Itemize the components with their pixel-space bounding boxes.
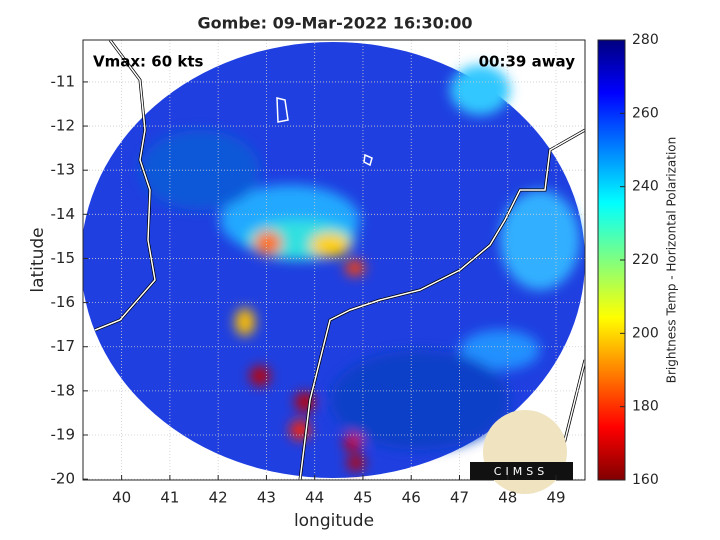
axes-box: [82, 39, 586, 481]
colorbar-tick-label: 260: [632, 105, 659, 121]
colorbar-tick-label: 240: [632, 179, 659, 195]
y-tick-label: -19: [51, 425, 76, 443]
y-tick-label: -20: [51, 470, 76, 488]
x-tick-label: 47: [450, 489, 469, 507]
x-axis-label: longitude: [294, 511, 374, 531]
swath-image: [83, 40, 585, 480]
y-tick-label: -16: [51, 293, 76, 311]
y-tick-label: -18: [51, 381, 76, 399]
y-axis-label: latitude: [28, 227, 48, 292]
x-tick-label: 40: [112, 489, 131, 507]
x-tick-label: 48: [498, 489, 517, 507]
colorbar-tick-label: 160: [632, 472, 659, 488]
x-tick-label: 46: [402, 489, 421, 507]
logo: CIMSS: [470, 410, 573, 494]
x-tick-label: 42: [209, 489, 228, 507]
y-tick-label: -12: [51, 117, 76, 135]
y-tick-label: -14: [51, 205, 76, 223]
y-tick-label: -15: [51, 249, 76, 267]
chart-title: Gombe: 09-Mar-2022 16:30:00: [198, 14, 473, 33]
y-tick-label: -17: [51, 337, 76, 355]
colorbar-tick-label: 200: [632, 325, 659, 341]
y-tick-label: -11: [51, 72, 76, 90]
x-tick-label: 41: [160, 489, 179, 507]
y-tick-label: -13: [51, 161, 76, 179]
colorbar-tick-label: 220: [632, 252, 659, 268]
coastline: [94, 40, 585, 480]
colorbar-label: Brightness Temp - Horizontal Polarizatio…: [665, 137, 679, 384]
annotation: 00:39 away: [479, 53, 576, 71]
x-tick-label: 49: [546, 489, 565, 507]
x-tick-label: 43: [257, 489, 276, 507]
annotation: Vmax: 60 kts: [93, 53, 203, 71]
colorbar-tick-label: 180: [632, 399, 659, 415]
logo-text: CIMSS: [494, 465, 548, 478]
x-tick-label: 45: [353, 489, 372, 507]
colorbar-tick-label: 280: [632, 32, 659, 48]
x-tick-label: 44: [305, 489, 324, 507]
